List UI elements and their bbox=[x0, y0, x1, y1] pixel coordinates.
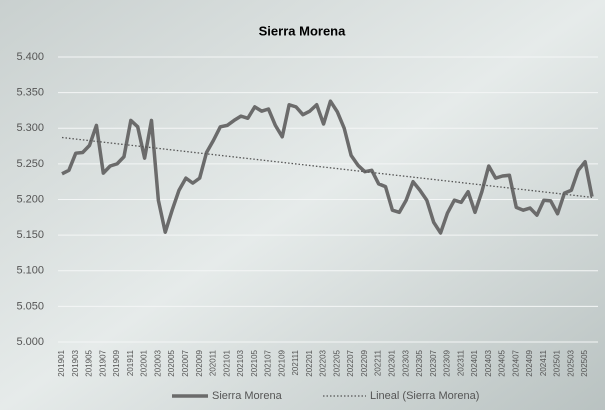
x-tick-label: 202301 bbox=[387, 349, 396, 376]
x-tick-label: 202403 bbox=[484, 349, 493, 376]
x-tick-label: 202401 bbox=[470, 349, 479, 376]
y-tick-label: 5.050 bbox=[16, 300, 44, 312]
y-tick-label: 5.300 bbox=[16, 122, 44, 134]
legend-label: Sierra Morena bbox=[212, 390, 283, 402]
y-tick-label: 5.350 bbox=[16, 87, 44, 99]
legend-label: Lineal (Sierra Morena) bbox=[370, 390, 479, 402]
y-tick-label: 5.200 bbox=[16, 193, 44, 205]
x-tick-label: 201909 bbox=[112, 349, 121, 376]
x-tick-label: 202007 bbox=[181, 349, 190, 376]
x-tick-label: 202411 bbox=[539, 349, 548, 376]
y-tick-label: 5.100 bbox=[16, 265, 44, 277]
x-tick-label: 201903 bbox=[71, 349, 80, 376]
x-tick-label: 202003 bbox=[153, 349, 162, 376]
chart-title: Sierra Morena bbox=[259, 23, 346, 38]
x-tick-label: 202305 bbox=[415, 349, 424, 376]
x-tick-label: 202009 bbox=[195, 349, 204, 376]
x-tick-label: 202005 bbox=[167, 349, 176, 376]
x-tick-label: 202505 bbox=[580, 349, 589, 376]
x-tick-label: 201911 bbox=[126, 349, 135, 376]
data-line bbox=[61, 99, 594, 235]
y-tick-label: 5.000 bbox=[16, 336, 44, 348]
x-tick-label: 202107 bbox=[264, 349, 273, 376]
x-tick-label: 202109 bbox=[277, 349, 286, 376]
x-tick-label: 202203 bbox=[319, 349, 328, 376]
x-tick-label: 202001 bbox=[140, 349, 149, 376]
trend-line bbox=[61, 136, 593, 199]
x-tick-label: 202201 bbox=[305, 349, 314, 376]
y-tick-label: 5.400 bbox=[16, 51, 44, 63]
x-tick-label: 202105 bbox=[250, 349, 259, 376]
x-tick-label: 202205 bbox=[332, 349, 341, 376]
x-tick-label: 201901 bbox=[57, 349, 66, 376]
x-tick-label: 202311 bbox=[456, 349, 465, 376]
x-tick-label: 202503 bbox=[566, 349, 575, 376]
x-tick-label: 202501 bbox=[553, 349, 562, 376]
x-tick-label: 202405 bbox=[498, 349, 507, 376]
x-tick-label: 202303 bbox=[401, 349, 410, 376]
x-tick-label: 202207 bbox=[346, 349, 355, 376]
x-tick-label: 202407 bbox=[511, 349, 520, 376]
x-tick-label: 201905 bbox=[85, 349, 94, 376]
x-tick-label: 202309 bbox=[443, 349, 452, 376]
y-tick-label: 5.250 bbox=[16, 158, 44, 170]
x-tick-label: 202101 bbox=[222, 349, 231, 376]
x-tick-label: 202011 bbox=[209, 349, 218, 376]
x-tick-label: 201907 bbox=[98, 349, 107, 376]
x-tick-label: 202209 bbox=[360, 349, 369, 376]
x-tick-label: 202307 bbox=[429, 349, 438, 376]
x-tick-label: 202211 bbox=[374, 349, 383, 376]
x-tick-label: 202409 bbox=[525, 349, 534, 376]
y-tick-label: 5.150 bbox=[16, 229, 44, 241]
x-tick-label: 202103 bbox=[236, 349, 245, 376]
x-tick-label: 202111 bbox=[291, 349, 300, 375]
